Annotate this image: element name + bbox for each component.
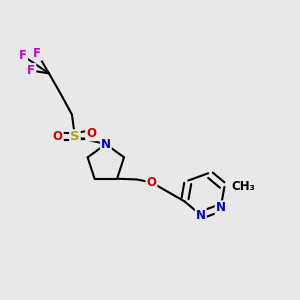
Text: F: F [19, 49, 27, 62]
Text: S: S [70, 130, 80, 143]
Text: N: N [196, 208, 206, 221]
Text: O: O [53, 130, 63, 143]
Text: O: O [86, 127, 96, 140]
Text: F: F [27, 64, 35, 77]
Text: O: O [146, 176, 157, 189]
Text: F: F [33, 47, 41, 60]
Text: N: N [101, 138, 111, 151]
Text: CH₃: CH₃ [232, 180, 256, 194]
Text: N: N [216, 201, 226, 214]
